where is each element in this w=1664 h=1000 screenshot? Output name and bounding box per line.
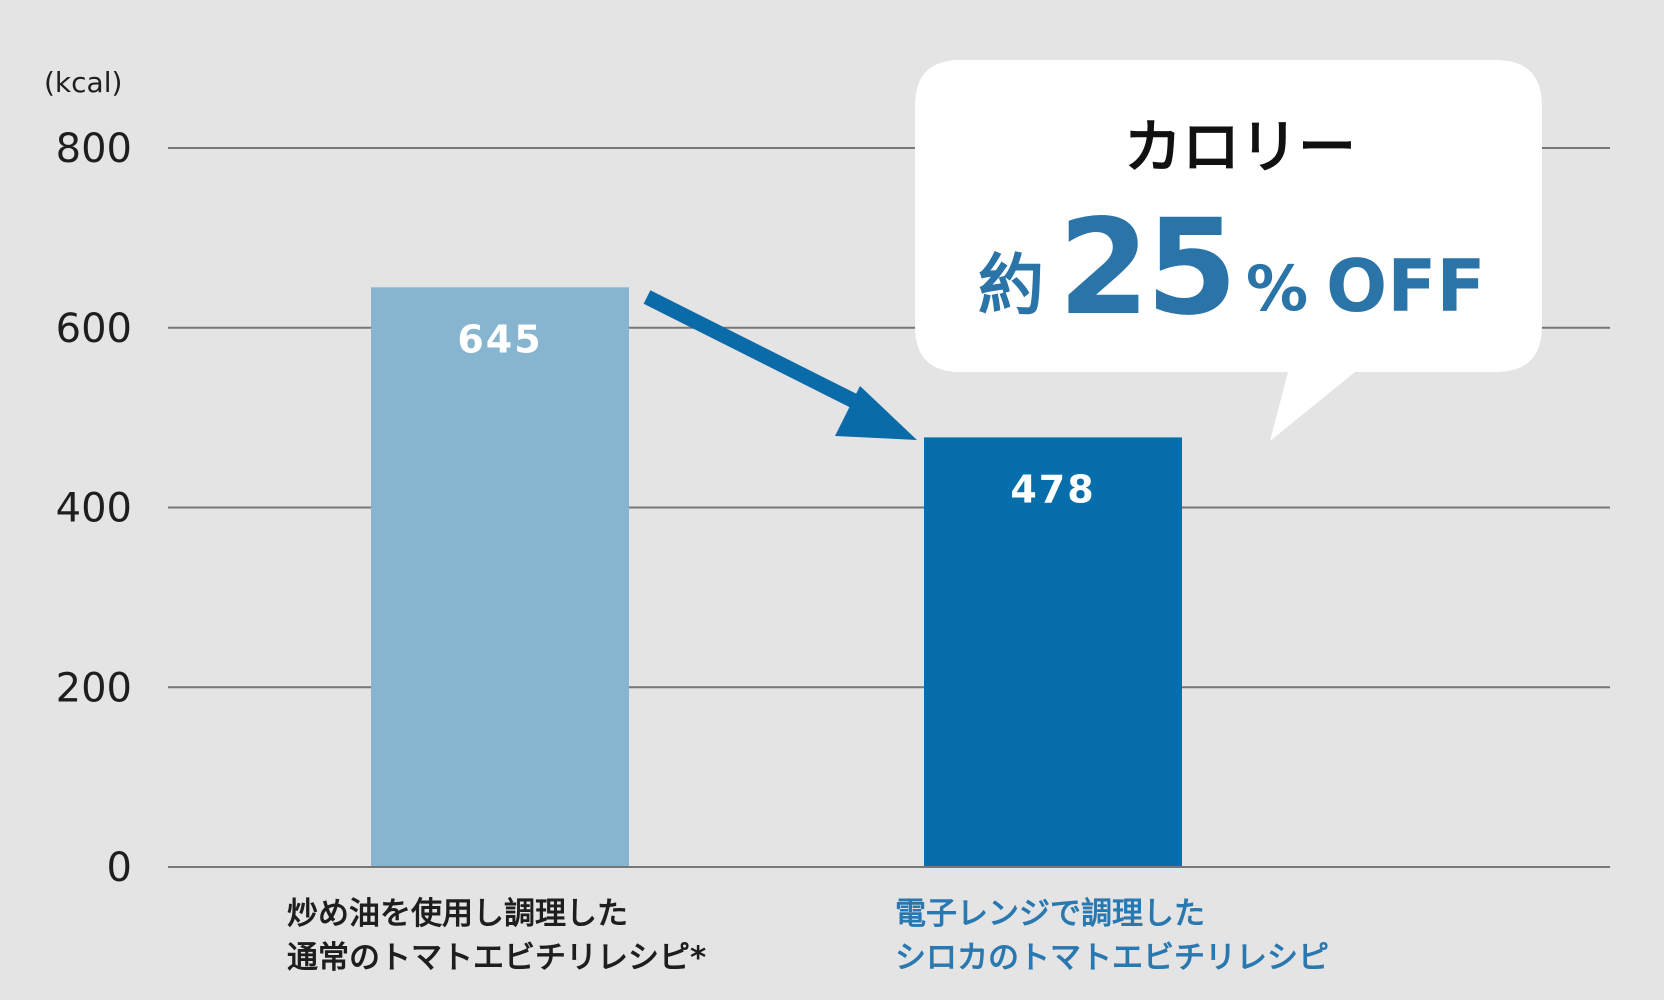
bar — [924, 437, 1182, 867]
callout-percent-sign: % — [1246, 252, 1308, 325]
callout-prefix: 約 — [978, 247, 1044, 324]
bar — [371, 287, 629, 867]
y-axis-tick-label: 200 — [56, 665, 132, 711]
callout-bubble: カロリー 約 25 % OFF — [915, 60, 1542, 441]
category-label-line: 電子レンジで調理した — [895, 896, 1205, 932]
callout-percentage-number: 25 — [1058, 191, 1234, 345]
category-label-line: 炒め油を使用し調理した — [287, 896, 628, 932]
y-axis-tick-label: 800 — [56, 126, 132, 172]
y-axis-tick-label: 600 — [56, 306, 132, 352]
arrow-head — [835, 386, 917, 440]
arrow-shaft — [643, 290, 866, 412]
callout-shape — [915, 60, 1542, 441]
decrease-arrow — [643, 290, 917, 440]
callout-off-text: OFF — [1326, 244, 1486, 328]
bars — [168, 287, 1610, 868]
bar-value-label: 645 — [457, 317, 542, 361]
y-axis-tick-labels: 0 200 400 600 800 — [56, 126, 132, 891]
y-axis-tick-label: 400 — [56, 486, 132, 532]
bar-value-label: 478 — [1010, 467, 1095, 511]
callout-title: カロリー — [1124, 113, 1356, 181]
category-label-siroca-recipe: 電子レンジで調理した シロカのトマトエビチリレシピ — [895, 892, 1329, 980]
y-axis-unit-label: (kcal) — [44, 66, 122, 99]
category-label-conventional-recipe: 炒め油を使用し調理した 通常のトマトエビチリレシピ* — [287, 892, 706, 980]
y-axis-tick-label: 0 — [107, 845, 132, 891]
bar-value-labels: 645 478 — [457, 317, 1095, 511]
category-label-line: シロカのトマトエビチリレシピ — [895, 940, 1329, 976]
category-label-line: 通常のトマトエビチリレシピ* — [287, 940, 707, 976]
